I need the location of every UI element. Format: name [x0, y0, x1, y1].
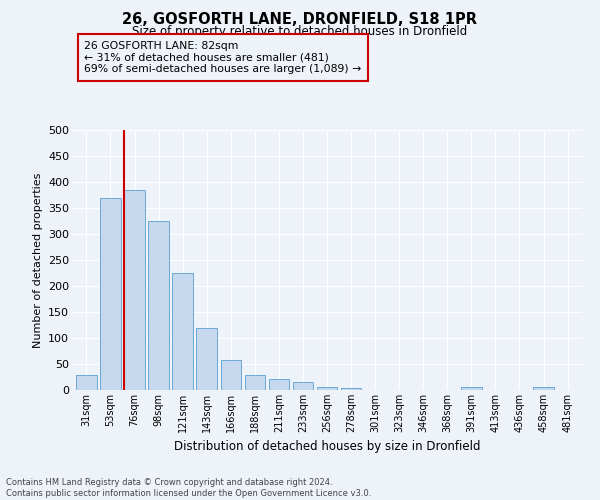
- Bar: [293, 382, 313, 390]
- Bar: [100, 198, 121, 390]
- Bar: [148, 221, 169, 390]
- Bar: [461, 388, 482, 390]
- Bar: [124, 190, 145, 390]
- Bar: [341, 388, 361, 390]
- Text: Contains HM Land Registry data © Crown copyright and database right 2024.
Contai: Contains HM Land Registry data © Crown c…: [6, 478, 371, 498]
- Bar: [317, 387, 337, 390]
- Bar: [533, 388, 554, 390]
- Y-axis label: Number of detached properties: Number of detached properties: [32, 172, 43, 348]
- Bar: [269, 378, 289, 390]
- Text: 26, GOSFORTH LANE, DRONFIELD, S18 1PR: 26, GOSFORTH LANE, DRONFIELD, S18 1PR: [122, 12, 478, 28]
- Bar: [172, 273, 193, 390]
- Bar: [245, 376, 265, 390]
- Text: 26 GOSFORTH LANE: 82sqm
← 31% of detached houses are smaller (481)
69% of semi-d: 26 GOSFORTH LANE: 82sqm ← 31% of detache…: [84, 41, 361, 74]
- Bar: [76, 376, 97, 390]
- Bar: [196, 328, 217, 390]
- Text: Size of property relative to detached houses in Dronfield: Size of property relative to detached ho…: [133, 25, 467, 38]
- X-axis label: Distribution of detached houses by size in Dronfield: Distribution of detached houses by size …: [174, 440, 480, 454]
- Bar: [221, 360, 241, 390]
